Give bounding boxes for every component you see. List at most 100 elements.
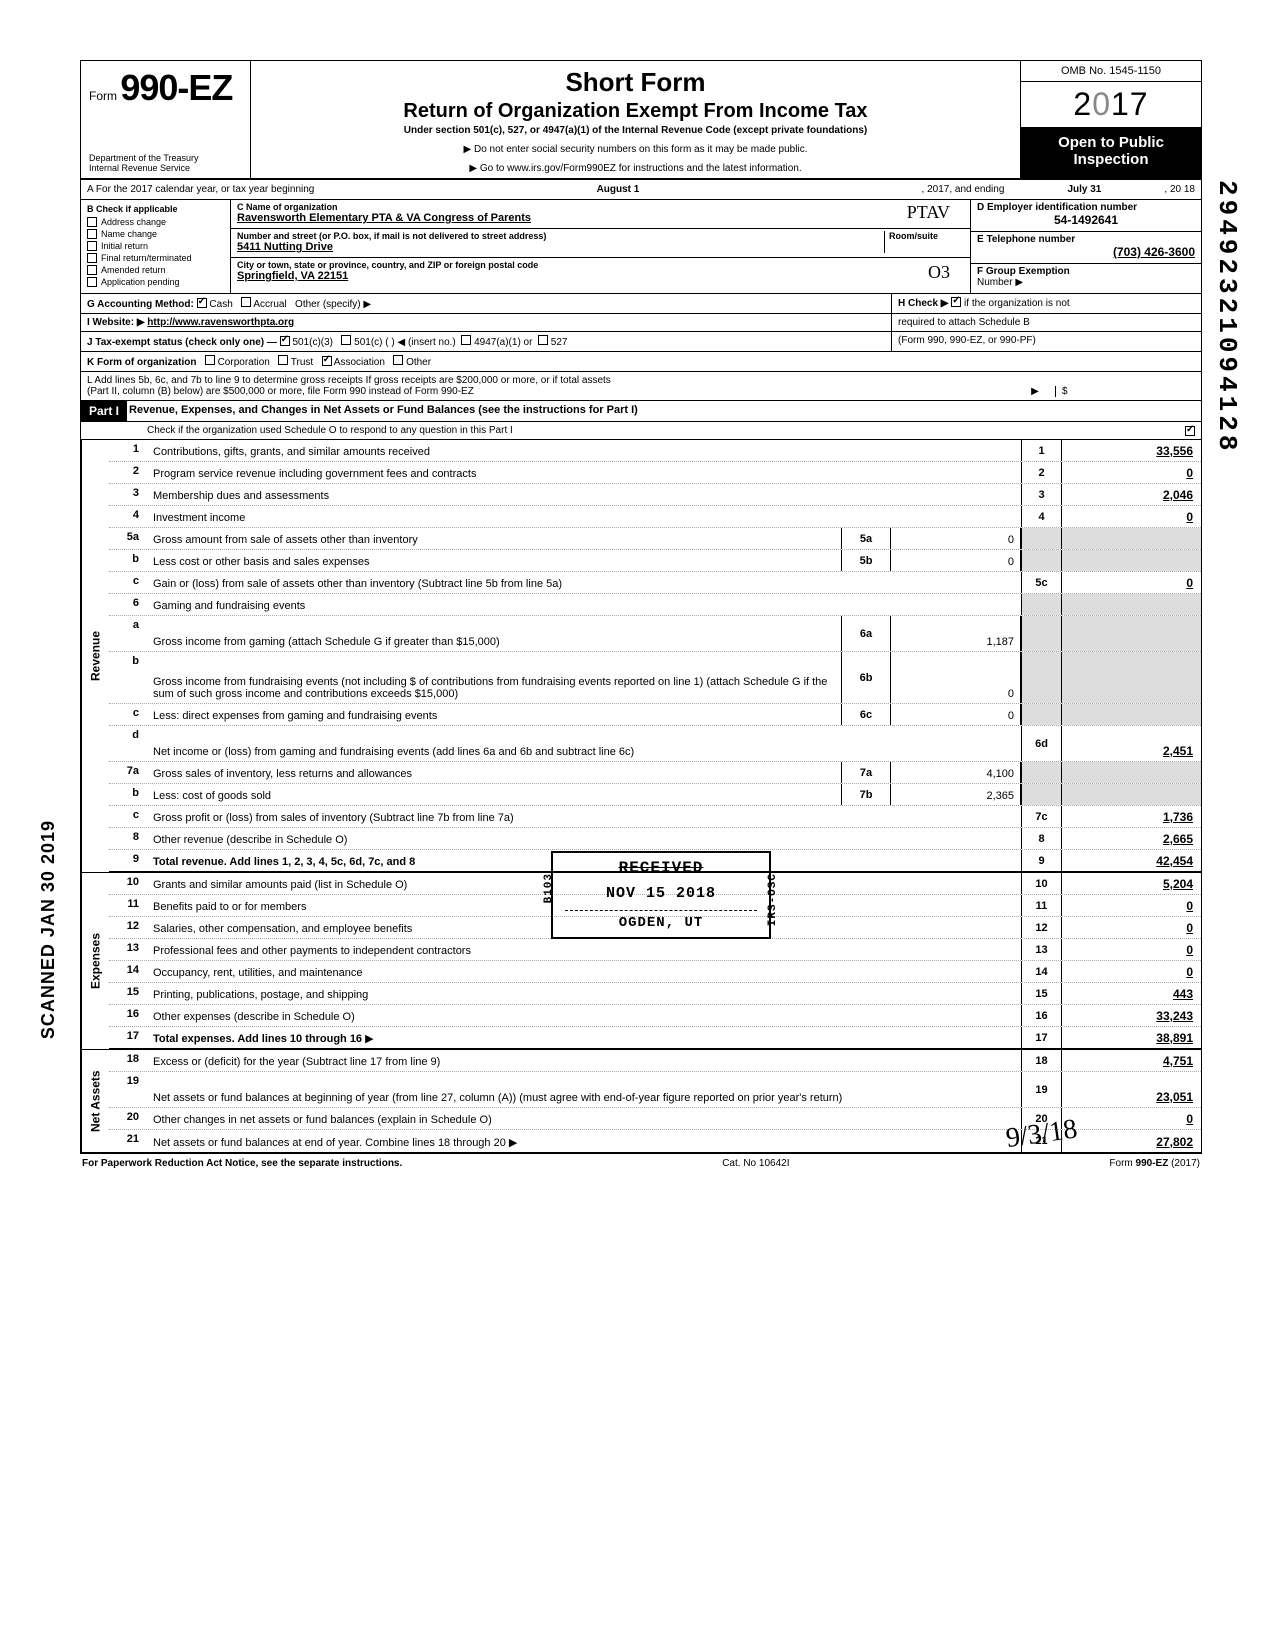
ld: Gross sales of inventory, less returns a… bbox=[149, 762, 841, 783]
ld: Gain or (loss) from sale of assets other… bbox=[149, 572, 1021, 593]
lc bbox=[1021, 528, 1061, 549]
row-k: K Form of organization Corporation Trust… bbox=[81, 352, 1201, 372]
lc bbox=[1021, 550, 1061, 571]
ld: Net income or (loss) from gaming and fun… bbox=[149, 726, 1021, 761]
city-value: Springfield, VA 22151 bbox=[237, 270, 964, 282]
lv: 0 bbox=[1061, 572, 1201, 593]
cb-other[interactable] bbox=[393, 355, 403, 365]
lv bbox=[1061, 762, 1201, 783]
handwritten-ptav: PTAV bbox=[907, 202, 950, 223]
cb-accrual[interactable] bbox=[241, 297, 251, 307]
title-main: Short Form bbox=[261, 67, 1010, 98]
ln: b bbox=[109, 784, 149, 805]
cb-initial-return[interactable]: Initial return bbox=[87, 241, 224, 251]
lc: 3 bbox=[1021, 484, 1061, 505]
j2: 501(c) ( ) ◀ (insert no.) bbox=[354, 337, 456, 348]
mv: 1,187 bbox=[891, 616, 1021, 651]
mv: 0 bbox=[891, 704, 1021, 725]
header-right: OMB No. 1545-1150 2017 Open to Public In… bbox=[1021, 61, 1201, 178]
cb-corp[interactable] bbox=[205, 355, 215, 365]
group-label: F Group Exemption bbox=[977, 266, 1195, 277]
mc: 6a bbox=[841, 616, 891, 651]
lv: 0 bbox=[1061, 462, 1201, 483]
ld: Less: cost of goods sold bbox=[149, 784, 841, 805]
cb-schedule-o[interactable] bbox=[1185, 426, 1195, 436]
cb-name-change[interactable]: Name change bbox=[87, 229, 224, 239]
ld: Total expenses. Add lines 10 through 16 … bbox=[149, 1027, 1021, 1048]
ln: 2 bbox=[109, 462, 149, 483]
cb-amended-return[interactable]: Amended return bbox=[87, 265, 224, 275]
cb-trust[interactable] bbox=[278, 355, 288, 365]
ld: Gross income from fundraising events (no… bbox=[149, 652, 841, 703]
ln: 15 bbox=[109, 983, 149, 1004]
received-date: NOV 15 2018 bbox=[565, 885, 757, 902]
cb-assoc[interactable] bbox=[322, 356, 332, 366]
cb-label: Application pending bbox=[101, 277, 180, 287]
lv: 42,454 bbox=[1061, 850, 1201, 871]
lc: 7c bbox=[1021, 806, 1061, 827]
ln: 6 bbox=[109, 594, 149, 615]
revenue-lines: 1Contributions, gifts, grants, and simil… bbox=[109, 440, 1201, 872]
h-text3: (Form 990, 990-EZ, or 990-PF) bbox=[891, 332, 1201, 351]
lc: 13 bbox=[1021, 939, 1061, 960]
ln: c bbox=[109, 572, 149, 593]
title-arrow1: ▶ Do not enter social security numbers o… bbox=[261, 144, 1010, 155]
lv: 33,243 bbox=[1061, 1005, 1201, 1026]
cb-final-return[interactable]: Final return/terminated bbox=[87, 253, 224, 263]
lv: 4,751 bbox=[1061, 1050, 1201, 1071]
scanned-stamp: SCANNED JAN 30 2019 bbox=[38, 820, 59, 1039]
ln: 10 bbox=[109, 873, 149, 894]
barcode-number: 29492321094128 bbox=[1212, 180, 1242, 454]
lc: 10 bbox=[1021, 873, 1061, 894]
room-label: Room/suite bbox=[889, 231, 964, 241]
org-addr-row: Number and street (or P.O. box, if mail … bbox=[231, 229, 970, 258]
org-name-label: C Name of organization bbox=[237, 202, 964, 212]
row-j: J Tax-exempt status (check only one) — 5… bbox=[81, 332, 1201, 352]
footer: For Paperwork Reduction Act Notice, see … bbox=[80, 1152, 1202, 1173]
ln: b bbox=[109, 652, 149, 703]
addr-value: 5411 Nutting Drive bbox=[237, 241, 884, 253]
cb-4947[interactable] bbox=[461, 335, 471, 345]
k3: Association bbox=[334, 357, 385, 368]
lc bbox=[1021, 784, 1061, 805]
other-label: Other (specify) ▶ bbox=[295, 299, 371, 310]
cb-501c3[interactable] bbox=[280, 336, 290, 346]
row-i: I Website: ▶ http://www.ravensworthpta.o… bbox=[81, 314, 1201, 332]
ln: b bbox=[109, 550, 149, 571]
ln: 5a bbox=[109, 528, 149, 549]
row-a-end: July 31 bbox=[1004, 184, 1164, 195]
lc: 4 bbox=[1021, 506, 1061, 527]
lc: 1 bbox=[1021, 440, 1061, 461]
header-left: Form 990-EZ Department of the Treasury I… bbox=[81, 61, 251, 178]
ln: 9 bbox=[109, 850, 149, 871]
lv: 2,451 bbox=[1061, 726, 1201, 761]
ld-b: Total revenue. Add lines 1, 2, 3, 4, 5c,… bbox=[153, 856, 415, 868]
received-text: RECEIVED bbox=[565, 859, 757, 877]
lv: 2,665 bbox=[1061, 828, 1201, 849]
l-arrow: ▶ bbox=[1015, 386, 1055, 397]
cb-527[interactable] bbox=[538, 335, 548, 345]
row-a-tax-year: A For the 2017 calendar year, or tax yea… bbox=[81, 180, 1201, 200]
cb-application-pending[interactable]: Application pending bbox=[87, 277, 224, 287]
form-header: Form 990-EZ Department of the Treasury I… bbox=[81, 61, 1201, 180]
ln: a bbox=[109, 616, 149, 651]
ln: 13 bbox=[109, 939, 149, 960]
header-title: Short Form Return of Organization Exempt… bbox=[251, 61, 1021, 178]
mv: 2,365 bbox=[891, 784, 1021, 805]
cb-h[interactable] bbox=[951, 297, 961, 307]
accrual-label: Accrual bbox=[253, 299, 286, 310]
cb-address-change[interactable]: Address change bbox=[87, 217, 224, 227]
title-under: Under section 501(c), 527, or 4947(a)(1)… bbox=[261, 125, 1010, 136]
l-dollar: $ bbox=[1055, 386, 1195, 397]
section-bcdef: B Check if applicable Address change Nam… bbox=[81, 200, 1201, 294]
stamp-irs: IRS-OSC bbox=[767, 873, 779, 926]
ln: 3 bbox=[109, 484, 149, 505]
form-number: Form 990-EZ bbox=[89, 67, 242, 109]
lc: 18 bbox=[1021, 1050, 1061, 1071]
cb-cash[interactable] bbox=[197, 298, 207, 308]
ld: Other changes in net assets or fund bala… bbox=[149, 1108, 1021, 1129]
ein-value: 54-1492641 bbox=[977, 213, 1195, 227]
cb-501c[interactable] bbox=[341, 335, 351, 345]
lv bbox=[1061, 652, 1201, 703]
ln: 18 bbox=[109, 1050, 149, 1071]
